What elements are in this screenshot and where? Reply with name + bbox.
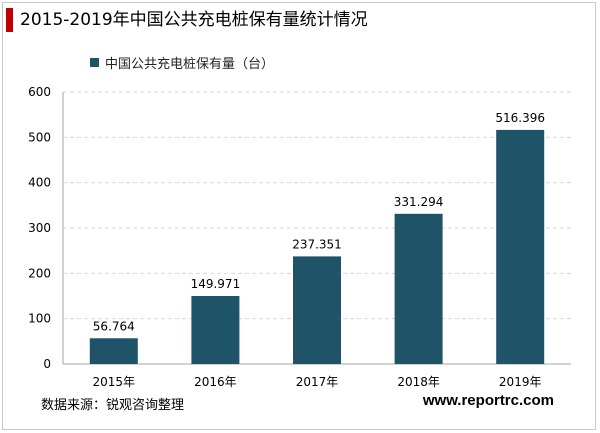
y-tick-label: 600 xyxy=(28,85,51,99)
title-accent-bar xyxy=(6,8,13,32)
legend-swatch xyxy=(90,57,99,67)
y-tick-label: 200 xyxy=(28,266,51,280)
data-label: 331.294 xyxy=(394,195,444,209)
y-tick-label: 500 xyxy=(28,130,51,144)
y-tick-label: 100 xyxy=(28,312,51,326)
legend-label: 中国公共充电桩保有量（台） xyxy=(105,56,275,72)
y-tick-label: 0 xyxy=(43,357,51,371)
x-tick-label: 2018年 xyxy=(397,375,440,389)
x-tick-label: 2015年 xyxy=(93,375,136,389)
legend: 中国公共充电桩保有量（台） xyxy=(90,53,275,72)
x-tick-label: 2016年 xyxy=(194,375,237,389)
data-label: 149.971 xyxy=(191,277,241,291)
y-tick-label: 300 xyxy=(28,221,51,235)
bar xyxy=(89,338,138,364)
data-label: 56.764 xyxy=(93,319,135,333)
data-label: 237.351 xyxy=(292,237,342,251)
y-tick-label: 400 xyxy=(28,176,51,190)
bar xyxy=(191,296,240,364)
bar xyxy=(293,256,341,364)
x-tick-label: 2017年 xyxy=(296,375,339,389)
chart-title: 2015-2019年中国公共充电桩保有量统计情况 xyxy=(20,10,368,30)
data-label: 516.396 xyxy=(495,111,545,125)
bar xyxy=(496,129,545,364)
title-bar: 2015-2019年中国公共充电桩保有量统计情况 xyxy=(0,6,600,34)
bar xyxy=(394,213,443,364)
website-url: www.reportrc.com xyxy=(422,392,554,409)
data-source: 数据来源：锐观咨询整理 xyxy=(41,398,185,413)
x-tick-label: 2019年 xyxy=(499,375,542,389)
